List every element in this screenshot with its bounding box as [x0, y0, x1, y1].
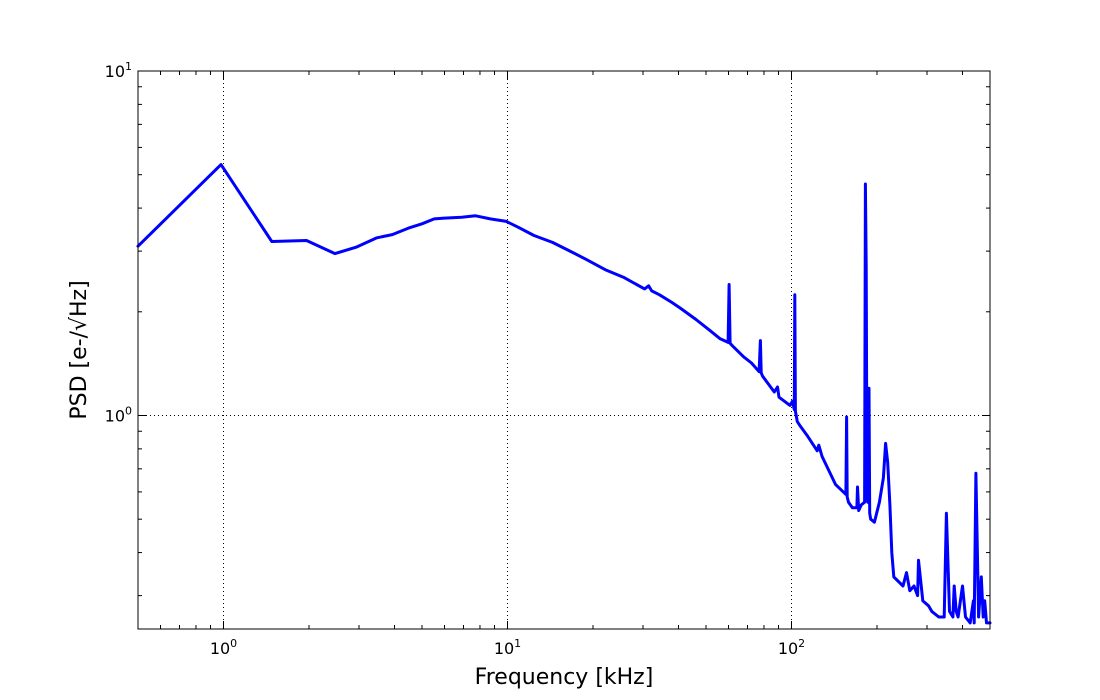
- series-lines: [136, 163, 992, 625]
- x-axis-label: Frequency [kHz]: [475, 665, 654, 690]
- y-axis-label: PSD [e-/√Hz]: [67, 280, 92, 419]
- grid: [138, 71, 990, 629]
- x-tick-label: 100: [210, 637, 237, 658]
- x-tick-label: 101: [494, 637, 521, 658]
- plot-frame: [137, 70, 991, 630]
- tick-labels: 100 101 102 100 101: [105, 60, 806, 658]
- y-tick-label: 101: [105, 60, 132, 81]
- psd-series-line: [136, 163, 992, 625]
- y-tick-label: 100: [105, 404, 132, 425]
- x-tick-label: 102: [778, 637, 805, 658]
